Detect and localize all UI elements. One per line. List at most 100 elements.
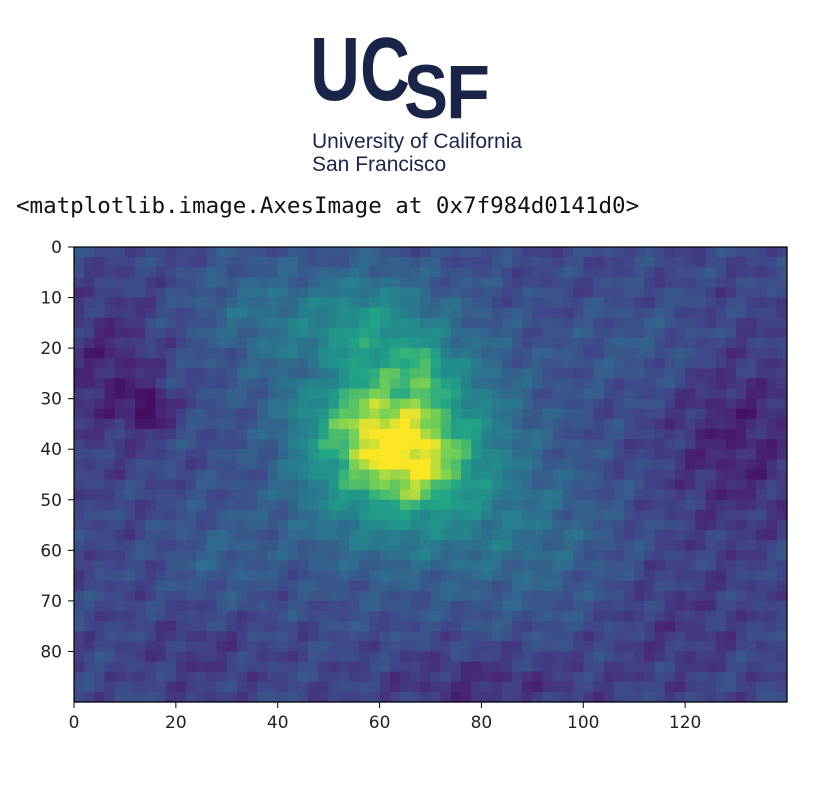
heatmap-cell xyxy=(593,388,605,400)
heatmap-cell xyxy=(349,327,360,339)
heatmap-cell xyxy=(430,590,442,602)
heatmap-cell xyxy=(674,368,686,380)
heatmap-cell xyxy=(644,611,656,622)
heatmap-cell xyxy=(573,388,584,400)
heatmap-cell xyxy=(705,540,717,551)
heatmap-cell xyxy=(583,499,595,511)
heatmap-cell xyxy=(420,358,432,369)
heatmap-cell xyxy=(664,671,676,683)
heatmap-cell xyxy=(287,530,299,541)
heatmap-cell xyxy=(399,590,411,602)
heatmap-cell xyxy=(308,651,320,663)
x-tick-label: 60 xyxy=(369,713,391,733)
heatmap-cell xyxy=(186,580,197,592)
heatmap-cell xyxy=(715,631,727,642)
heatmap-cell xyxy=(624,287,635,299)
heatmap-cell xyxy=(104,429,116,440)
heatmap-cell xyxy=(481,550,493,562)
heatmap-cell xyxy=(298,651,309,663)
heatmap-cell xyxy=(573,661,584,673)
heatmap-cell xyxy=(705,348,717,359)
heatmap-cell xyxy=(206,277,218,289)
heatmap-cell xyxy=(583,327,595,339)
heatmap-cell xyxy=(196,550,208,562)
heatmap-cell xyxy=(613,257,625,268)
heatmap-cell xyxy=(257,661,269,673)
heatmap-cell xyxy=(145,277,157,289)
heatmap-cell xyxy=(74,681,85,693)
heatmap-cell xyxy=(481,540,493,551)
heatmap-cell xyxy=(634,671,645,683)
heatmap-cell xyxy=(186,671,197,683)
heatmap-cell xyxy=(593,418,605,430)
heatmap-cell xyxy=(247,621,258,632)
heatmap-cell xyxy=(583,661,595,673)
heatmap-cell xyxy=(613,580,625,592)
heatmap-cell xyxy=(206,479,218,491)
heatmap-cell xyxy=(94,449,106,460)
heatmap-cell xyxy=(532,509,544,521)
heatmap-cell xyxy=(593,661,605,673)
heatmap-cell xyxy=(695,590,707,602)
heatmap-cell xyxy=(715,338,727,349)
heatmap-cell xyxy=(491,398,503,410)
heatmap-cell xyxy=(318,621,330,632)
heatmap-cell xyxy=(746,439,758,450)
heatmap-cell xyxy=(298,631,309,642)
heatmap-cell xyxy=(399,621,411,632)
heatmap-cell xyxy=(308,479,320,491)
heatmap-cell xyxy=(399,317,411,329)
heatmap-cell xyxy=(186,429,197,440)
heatmap-cell xyxy=(277,469,289,481)
heatmap-cell xyxy=(695,439,707,450)
heatmap-cell xyxy=(410,247,421,258)
heatmap-cell xyxy=(593,530,605,541)
heatmap-cell xyxy=(705,469,717,481)
heatmap-cell xyxy=(84,338,95,349)
heatmap-cell xyxy=(644,540,656,551)
heatmap-cell xyxy=(104,348,116,359)
heatmap-cell xyxy=(420,570,432,582)
heatmap-cell xyxy=(461,691,472,703)
heatmap-cell xyxy=(257,297,269,309)
heatmap-cell xyxy=(603,449,615,460)
heatmap-cell xyxy=(674,307,686,319)
heatmap-cell xyxy=(247,641,258,653)
heatmap-cell xyxy=(664,287,676,299)
heatmap-cell xyxy=(216,691,228,703)
heatmap-cell xyxy=(74,368,85,380)
heatmap-cell xyxy=(593,641,605,653)
heatmap-cell xyxy=(420,257,432,268)
heatmap-cell xyxy=(746,348,758,359)
heatmap-cell xyxy=(236,681,248,693)
heatmap-cell xyxy=(145,327,157,339)
heatmap-cell xyxy=(410,691,421,703)
heatmap-cell xyxy=(481,267,493,278)
heatmap-cell xyxy=(756,681,768,693)
heatmap-cell xyxy=(94,338,106,349)
heatmap-cell xyxy=(247,358,258,369)
heatmap-cell xyxy=(267,317,279,329)
heatmap-cell xyxy=(471,429,483,440)
heatmap-cell xyxy=(491,489,503,501)
heatmap-cell xyxy=(135,408,146,420)
heatmap-cell xyxy=(583,408,595,420)
heatmap-cell xyxy=(420,550,432,562)
heatmap-cell xyxy=(420,348,432,359)
heatmap-cell xyxy=(756,327,768,339)
heatmap-cell xyxy=(186,408,197,420)
heatmap-cell xyxy=(135,681,146,693)
heatmap-cell xyxy=(562,550,574,562)
heatmap-cell xyxy=(267,580,279,592)
heatmap-cell xyxy=(685,439,696,450)
heatmap-cell xyxy=(318,327,330,339)
heatmap-cell xyxy=(186,509,197,521)
heatmap-cell xyxy=(328,459,340,471)
heatmap-cell xyxy=(685,631,696,642)
heatmap-cell xyxy=(124,509,136,521)
heatmap-cell xyxy=(298,479,309,491)
heatmap-cell xyxy=(430,570,442,582)
heatmap-cell xyxy=(236,479,248,491)
heatmap-cell xyxy=(522,368,533,380)
heatmap-cell xyxy=(135,439,146,450)
